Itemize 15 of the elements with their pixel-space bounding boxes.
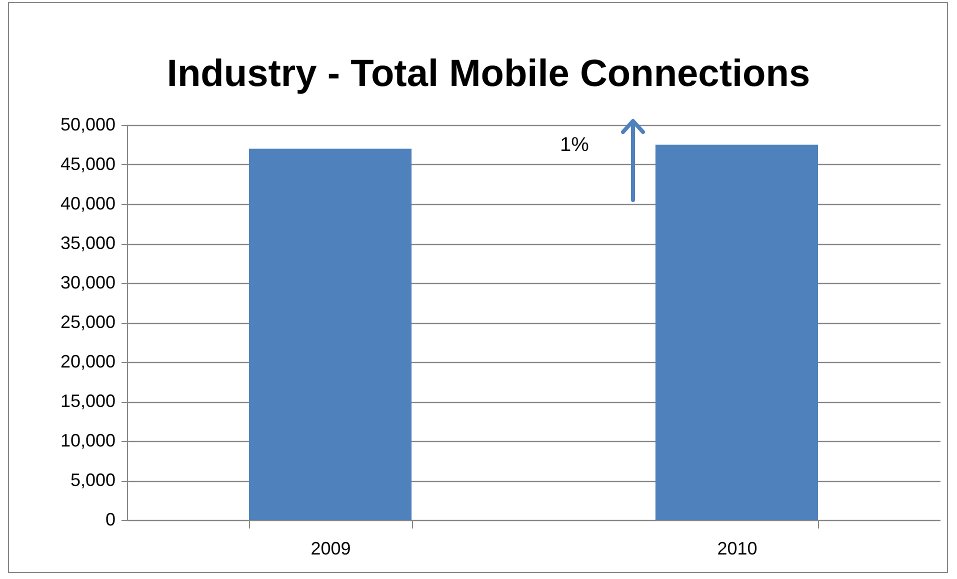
x-tick-label: 2009 — [310, 538, 351, 558]
y-tick-label: 10,000 — [60, 430, 116, 450]
y-tick-label: 40,000 — [60, 194, 116, 214]
y-tick-label: 25,000 — [60, 312, 116, 332]
y-tick-label: 35,000 — [60, 233, 116, 253]
x-tick-label: 2010 — [717, 538, 758, 558]
annotation: 1% — [560, 134, 589, 157]
y-tick-label: 20,000 — [60, 352, 116, 372]
y-tick-label: 5,000 — [70, 470, 116, 490]
y-tick-label: 15,000 — [60, 391, 116, 411]
y-tick-label: 30,000 — [60, 272, 116, 292]
chart-title: Industry - Total Mobile Connections — [166, 53, 810, 95]
y-tick-label: 50,000 — [60, 114, 116, 134]
y-tick-label: 0 — [105, 510, 116, 530]
y-tick-label: 45,000 — [60, 154, 116, 174]
